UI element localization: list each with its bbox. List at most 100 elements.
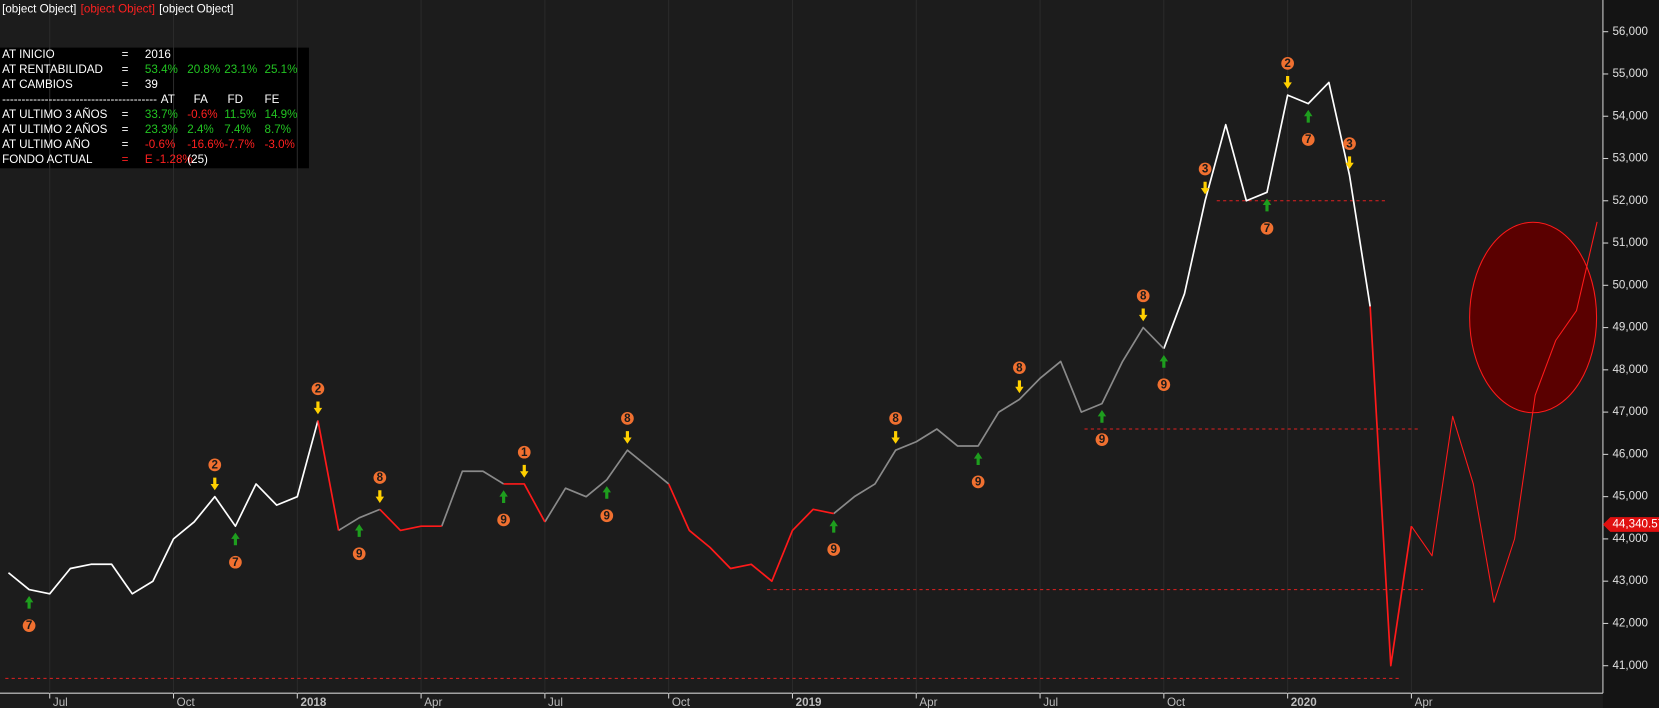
signal-badge	[1198, 162, 1212, 176]
y-tick-label: 55,000	[1612, 67, 1648, 80]
y-tick-label: 45,000	[1612, 490, 1648, 503]
signal-label: 7	[1264, 222, 1270, 235]
x-tick-label: Oct	[672, 696, 691, 708]
signal-badge	[621, 412, 634, 425]
stats-value: FE	[265, 93, 280, 106]
signal-label: 2	[212, 458, 218, 471]
stats-label: AT INICIO	[2, 48, 55, 61]
price-line	[317, 306, 1413, 667]
buy-arrow	[1159, 355, 1169, 368]
signal-label: 9	[975, 476, 982, 489]
x-tick-label: Oct	[1167, 696, 1186, 708]
y-tick-label: 53,000	[1612, 152, 1648, 165]
y-tick-label: 51,000	[1612, 236, 1648, 249]
signal-badge	[1260, 221, 1274, 235]
sell-arrow	[375, 490, 385, 503]
stats-value: 11.5%	[224, 108, 256, 121]
sell-arrow	[1015, 380, 1024, 394]
x-tick-label: 2020	[1291, 696, 1317, 708]
header-part: [object Object]	[81, 3, 155, 16]
stats-label: FONDO ACTUAL	[2, 153, 93, 166]
stats-row: FONDO ACTUAL = E -1.28%(25)	[2, 153, 208, 166]
x-tick-label: Oct	[177, 696, 196, 708]
signal-badge	[311, 382, 325, 396]
stats-row: AT RENTABILIDAD = 53.4% 20.8% 23.1% 25.1%	[2, 63, 297, 76]
y-tick-label: 46,000	[1612, 447, 1648, 460]
stats-row: AT INICIO = 2016	[2, 48, 171, 61]
stats-label: ----------------------------------------	[2, 93, 157, 106]
signal-badge	[373, 471, 387, 484]
stats-label: AT ULTIMO 2 AÑOS	[2, 123, 108, 136]
signal-badge	[22, 619, 36, 632]
x-tick-label: Jul	[548, 696, 563, 708]
stats-value: AT	[161, 93, 175, 106]
header: [object Object] [object Object] [object Ob…	[2, 3, 233, 16]
signal-badge	[352, 547, 366, 561]
stats-value: =	[122, 108, 129, 121]
sell-arrow	[623, 431, 632, 444]
signal-badge	[497, 513, 510, 527]
x-tick-label: Apr	[424, 696, 442, 708]
stats-value: -7.7%	[224, 138, 254, 151]
signal-label: 3	[1202, 163, 1209, 176]
signal-label: 2	[1284, 57, 1290, 70]
x-tick-label: Apr	[919, 696, 937, 708]
y-tick-label: 52,000	[1612, 194, 1648, 207]
y-tick-label: 54,000	[1612, 109, 1648, 122]
signal-label: 9	[1161, 378, 1168, 391]
signal-badge	[1095, 433, 1109, 446]
signal-badge	[600, 509, 614, 523]
buy-arrow	[1097, 410, 1107, 423]
price-tag-label: 44,340.57	[1612, 518, 1659, 531]
stats-label: AT ULTIMO AÑO	[2, 138, 90, 151]
y-tick-label: 43,000	[1612, 574, 1648, 587]
x-tick-label: 2019	[796, 696, 822, 708]
x-tick-label: 2018	[300, 696, 326, 708]
x-tick-label: Jul	[1043, 696, 1058, 708]
price-line	[338, 326, 1165, 532]
signal-label: 8	[892, 412, 899, 425]
stats-label: AT RENTABILIDAD	[2, 63, 103, 76]
signal-label: 7	[232, 556, 238, 569]
stats-row: ----------------------------------------…	[2, 93, 279, 106]
sell-arrow	[891, 431, 900, 444]
y-tick-label: 49,000	[1612, 321, 1648, 334]
signal-label: 9	[356, 547, 363, 560]
buy-arrow	[602, 486, 612, 499]
header-part: [object Object]	[159, 3, 233, 16]
sell-arrow	[1200, 181, 1210, 195]
stats-row: AT CAMBIOS = 39	[2, 78, 158, 91]
stats-value: =	[122, 123, 129, 136]
signal-badge	[517, 445, 531, 459]
stats-value: 53.4%	[145, 63, 178, 76]
signal-label: 3	[1346, 137, 1353, 150]
signal-badge	[208, 458, 222, 472]
y-tick-label: 42,000	[1612, 617, 1648, 630]
buy-arrow	[1304, 109, 1313, 123]
y-tick-label: 50,000	[1612, 278, 1648, 291]
y-tick-label: 48,000	[1612, 363, 1648, 376]
forecast-zone	[1469, 221, 1598, 414]
stats-value: 25.1%	[265, 63, 298, 76]
stats-label: AT ULTIMO 3 AÑOS	[2, 108, 108, 121]
stats-value: -16.6%	[187, 138, 224, 151]
stats-value: =	[122, 78, 129, 91]
stats-value: 7.4%	[224, 123, 250, 136]
signal-label: 8	[1140, 289, 1147, 302]
y-tick-label: 44,000	[1612, 532, 1648, 545]
signal-label: 2	[315, 382, 321, 395]
signal-label: 8	[1016, 361, 1023, 374]
signal-badge	[1281, 57, 1294, 70]
stats-value: -0.6%	[187, 108, 217, 121]
stats-value: 39	[145, 78, 158, 91]
signal-badge	[1013, 361, 1026, 375]
sell-arrow	[1138, 308, 1148, 322]
signal-label: 8	[624, 412, 631, 425]
buy-arrow	[24, 595, 34, 609]
stats-value: 33.7%	[145, 108, 178, 121]
stats-value: =	[122, 138, 129, 151]
signal-label: 9	[830, 543, 837, 556]
signal-badge	[1301, 133, 1315, 146]
stats-value: FD	[227, 93, 242, 106]
